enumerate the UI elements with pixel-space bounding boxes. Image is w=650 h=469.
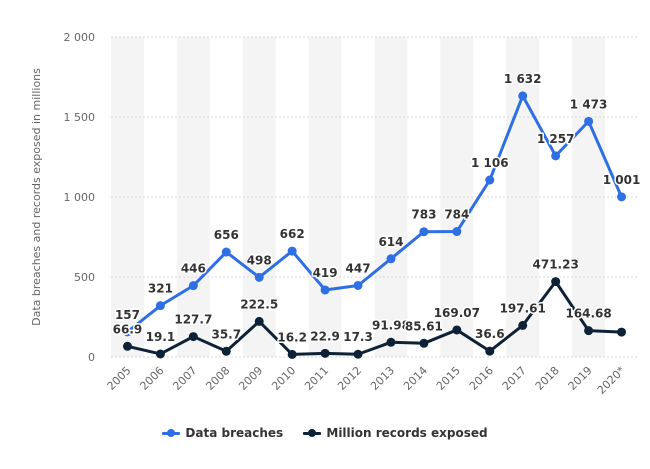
y-tick-label: 1 000: [64, 191, 96, 204]
data-label: 66.9: [113, 322, 143, 336]
legend-item-records-exposed[interactable]: Million records exposed: [303, 426, 488, 440]
y-tick-label: 0: [88, 351, 95, 364]
data-point[interactable]: [254, 316, 264, 326]
legend-label-data-breaches: Data breaches: [185, 426, 284, 440]
data-label: 36.6: [475, 327, 505, 341]
chart-legend: Data breaches Million records exposed: [0, 426, 650, 441]
y-axis-title: Data breaches and records exposed in mil…: [30, 68, 43, 326]
series-line-1: [125, 280, 624, 356]
legend-label-records-exposed: Million records exposed: [326, 426, 488, 440]
data-label: 222.5: [240, 297, 278, 311]
data-label: 498: [247, 253, 272, 267]
data-label: 447: [346, 261, 371, 275]
legend-marker-icon: [303, 428, 322, 438]
data-point[interactable]: [122, 341, 132, 351]
data-label: 614: [378, 235, 403, 249]
data-label: 17.3: [343, 330, 373, 344]
data-label: 1 106: [471, 156, 509, 170]
x-tick-label: 2015: [434, 364, 463, 393]
data-point[interactable]: [419, 338, 429, 348]
data-label: 783: [411, 208, 436, 222]
data-label: 656: [214, 228, 239, 242]
x-tick-label: 2013: [368, 364, 397, 393]
data-point[interactable]: [584, 116, 594, 126]
legend-dot-1: [308, 429, 317, 437]
data-point[interactable]: [518, 91, 528, 101]
data-label: 419: [313, 266, 338, 280]
data-point[interactable]: [452, 227, 462, 237]
data-point[interactable]: [221, 247, 231, 257]
data-point[interactable]: [155, 301, 165, 311]
x-tick-label: 2016: [467, 364, 496, 393]
x-tick-label: 2008: [203, 364, 232, 393]
x-tick-label: 2018: [533, 364, 562, 393]
data-point[interactable]: [221, 346, 231, 356]
x-tick-label: 2009: [236, 364, 265, 393]
data-label: 16.2: [277, 330, 307, 344]
data-point[interactable]: [485, 346, 495, 356]
data-point[interactable]: [122, 327, 132, 337]
data-label: 19.1: [146, 330, 176, 344]
data-point[interactable]: [584, 326, 594, 336]
data-label: 164.68: [565, 307, 611, 321]
data-point[interactable]: [320, 285, 330, 295]
data-label: 85.61: [405, 319, 443, 333]
x-tick-label: 2005: [105, 364, 134, 393]
x-tick-label: 2020*: [595, 364, 628, 397]
data-point[interactable]: [188, 281, 198, 291]
legend-marker-icon: [162, 428, 181, 438]
x-tick-label: 2014: [401, 364, 430, 393]
data-point[interactable]: [353, 280, 363, 290]
data-point[interactable]: [386, 337, 396, 347]
y-tick-label: 2 000: [64, 31, 96, 44]
data-label: 157: [115, 308, 140, 322]
series-line-0: [125, 94, 624, 334]
data-point[interactable]: [485, 175, 495, 185]
data-label: 197.61: [500, 301, 546, 315]
data-label: 1 257: [537, 132, 575, 146]
x-tick-label: 2007: [170, 364, 199, 393]
data-point[interactable]: [320, 348, 330, 358]
data-point[interactable]: [155, 349, 165, 359]
data-point[interactable]: [617, 192, 627, 202]
x-tick-label: 2017: [500, 364, 529, 393]
data-point[interactable]: [518, 320, 528, 330]
data-label: 35.7: [211, 327, 241, 341]
data-label: 1 632: [504, 72, 542, 86]
legend-item-data-breaches[interactable]: Data breaches: [162, 426, 283, 440]
x-tick-label: 2011: [302, 364, 331, 393]
data-point[interactable]: [287, 349, 297, 359]
data-label: 1 473: [570, 97, 608, 111]
data-point[interactable]: [188, 332, 198, 342]
data-point[interactable]: [353, 349, 363, 359]
data-label: 1 001: [603, 173, 641, 187]
data-point[interactable]: [551, 277, 561, 287]
data-point[interactable]: [386, 254, 396, 264]
x-tick-label: 2019: [566, 364, 595, 393]
data-label: 91.98: [372, 318, 410, 332]
data-label: 471.23: [533, 258, 579, 272]
y-tick-label: 500: [74, 271, 95, 284]
data-label: 321: [148, 282, 173, 296]
y-tick-label: 1 500: [64, 111, 96, 124]
data-point[interactable]: [287, 246, 297, 256]
data-label: 662: [280, 227, 305, 241]
data-label: 169.07: [434, 306, 480, 320]
data-point[interactable]: [419, 227, 429, 237]
legend-dot-0: [167, 429, 176, 437]
data-label: 22.9: [310, 329, 340, 343]
data-point[interactable]: [452, 325, 462, 335]
data-point[interactable]: [551, 151, 561, 161]
data-point[interactable]: [617, 327, 627, 337]
data-label: 784: [444, 208, 469, 222]
line-chart: 0 500 1 000 1 500 2 000 Data breaches and rec…: [30, 31, 642, 397]
data-label: 127.7: [174, 313, 212, 327]
x-tick-label: 2012: [335, 364, 364, 393]
data-point[interactable]: [254, 272, 264, 282]
data-label: 446: [181, 262, 206, 276]
x-tick-label: 2006: [138, 364, 167, 393]
x-tick-label: 2010: [269, 364, 298, 393]
